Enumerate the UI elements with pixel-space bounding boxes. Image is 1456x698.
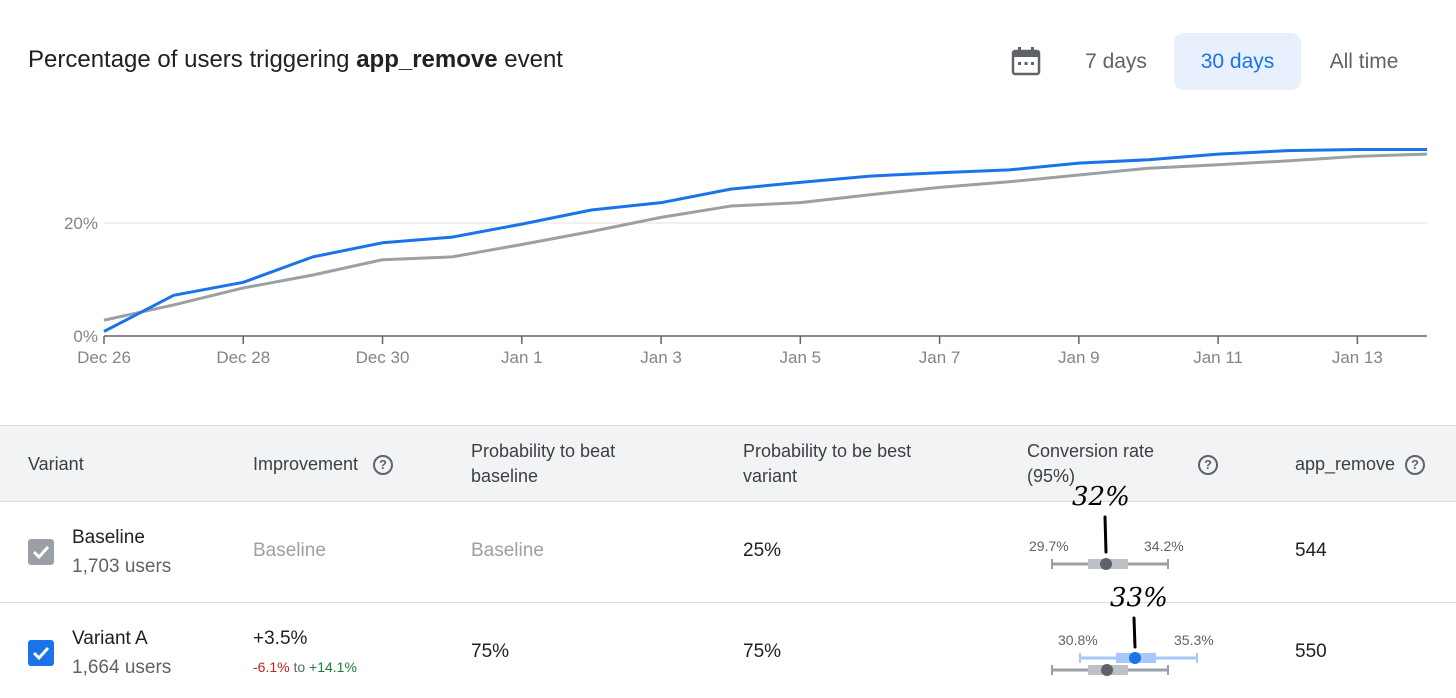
variant-a-prob-beat: 75%	[471, 641, 510, 662]
range-30-days-button[interactable]: 30 days	[1174, 33, 1301, 90]
series-line-blue	[103, 148, 1427, 333]
header-prob-best-line2: variant	[743, 466, 798, 486]
header-prob-beat-baseline: Probability to beat baseline	[471, 439, 615, 489]
x-tick-label: Jan 7	[919, 348, 961, 367]
baseline-prob-best: 25%	[743, 540, 782, 561]
variant-a-ci-row	[1079, 652, 1198, 664]
variant-a-ci-high: 35.3%	[1174, 632, 1214, 648]
variant-a-ci-plot	[1051, 616, 1198, 676]
y-tick-label: 20%	[64, 214, 98, 233]
table-header: Variant Improvement ? Probability to bea…	[0, 425, 1456, 502]
variant-a-prob-best: 75%	[743, 641, 782, 662]
table-row-baseline: Baseline 1,703 users Baseline Baseline 2…	[0, 482, 1456, 603]
baseline-count: 544	[1295, 540, 1327, 561]
range-7-days-button[interactable]: 7 days	[1085, 50, 1147, 73]
app-remove-help-icon[interactable]: ?	[1405, 455, 1425, 475]
header-prob-best-line1: Probability to be best	[743, 441, 912, 461]
baseline-ci-high: 34.2%	[1144, 538, 1184, 554]
chart-title-prefix: Percentage of users triggering	[28, 46, 357, 73]
baseline-ci-reference-row	[1051, 664, 1169, 676]
header-conv-line2: (95%)	[1027, 466, 1076, 486]
conversion-help-icon[interactable]: ?	[1198, 455, 1218, 475]
variant-a-annotation: 33%	[1110, 583, 1168, 613]
variant-a-ci-low: 30.8%	[1058, 632, 1098, 648]
baseline-users: 1,703 users	[72, 556, 172, 577]
header-app-remove: app_remove	[1295, 454, 1396, 474]
chart-title: Percentage of users triggering app_remov…	[28, 46, 563, 74]
header-variant: Variant	[28, 454, 84, 474]
x-tick-label: Jan 11	[1193, 348, 1243, 367]
baseline-ci-row	[1051, 558, 1169, 570]
date-range-selector: 7 days 30 days All time	[1000, 33, 1440, 90]
baseline-checkbox[interactable]	[28, 539, 54, 565]
x-tick-label: Dec 28	[216, 348, 270, 367]
table-row-variant-a: Variant A 1,664 users +3.5% -6.1% to +14…	[0, 583, 1456, 698]
variant-a-improvement: +3.5%	[253, 628, 308, 649]
improvement-help-icon[interactable]: ?	[373, 455, 393, 475]
header-conv-line1: Conversion rate	[1027, 441, 1155, 461]
variant-a-improvement-high: +14.1%	[309, 659, 357, 675]
baseline-improvement: Baseline	[253, 540, 326, 561]
baseline-ci-low: 29.7%	[1029, 538, 1069, 554]
variant-a-checkbox[interactable]	[28, 640, 54, 666]
line-chart-svg: 0% 20% Dec 26 Dec 28 Dec 30 Jan 1 Jan 3 Jan 5 Ja…	[64, 148, 1428, 367]
header-improvement: Improvement	[253, 454, 359, 474]
y-tick-label: 0%	[73, 327, 98, 346]
series-line-grey	[103, 152, 1428, 322]
baseline-prob-beat: Baseline	[471, 540, 544, 561]
x-tick-label: Jan 3	[640, 348, 682, 367]
line-chart: 0% 20% Dec 26 Dec 28 Dec 30 Jan 1 Jan 3 Jan 5 Ja…	[0, 110, 1456, 380]
x-tick-label: Jan 9	[1058, 348, 1100, 367]
variant-a-name: Variant A	[72, 628, 148, 649]
header-conversion-rate: Conversion rate (95%)	[1027, 439, 1154, 489]
baseline-ci-plot	[1051, 515, 1169, 570]
calendar-icon[interactable]	[1010, 45, 1042, 77]
baseline-name: Baseline	[72, 527, 145, 548]
header-prob-best-variant: Probability to be best variant	[743, 439, 911, 489]
variant-a-improvement-low: -6.1%	[253, 659, 290, 675]
x-tick-label: Dec 30	[356, 348, 410, 367]
chart-title-event: app_remove	[356, 46, 498, 73]
x-tick-label: Jan 5	[780, 348, 822, 367]
x-tick-label: Jan 1	[501, 348, 543, 367]
variant-a-improvement-range: -6.1% to +14.1%	[253, 659, 357, 675]
variant-a-users: 1,664 users	[72, 657, 172, 678]
header-prob-beat-line1: Probability to beat	[471, 441, 616, 461]
x-tick-label: Dec 26	[77, 348, 131, 367]
chart-title-suffix: event	[497, 46, 563, 73]
variant-a-improvement-to: to	[293, 659, 306, 675]
range-all-time-button[interactable]: All time	[1329, 50, 1399, 73]
baseline-annotation: 32%	[1072, 482, 1130, 512]
header-prob-beat-line2: baseline	[471, 466, 539, 486]
x-tick-label: Jan 13	[1332, 348, 1383, 367]
variant-a-count: 550	[1295, 641, 1327, 662]
